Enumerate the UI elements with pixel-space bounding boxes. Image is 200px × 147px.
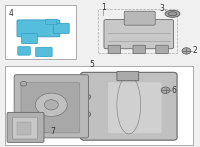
- Bar: [98, 9, 177, 53]
- Text: 1: 1: [101, 3, 106, 12]
- Ellipse shape: [165, 10, 180, 17]
- Text: 6: 6: [172, 86, 176, 95]
- Text: 3: 3: [160, 4, 165, 13]
- FancyBboxPatch shape: [108, 82, 162, 133]
- Circle shape: [35, 93, 67, 116]
- Circle shape: [44, 100, 58, 110]
- Text: 4: 4: [9, 9, 14, 18]
- Bar: [5, 5, 76, 59]
- FancyBboxPatch shape: [124, 11, 155, 25]
- Text: 7: 7: [50, 127, 55, 136]
- Polygon shape: [17, 122, 31, 135]
- FancyBboxPatch shape: [108, 45, 121, 54]
- Circle shape: [84, 94, 91, 99]
- FancyBboxPatch shape: [133, 45, 145, 54]
- FancyBboxPatch shape: [46, 19, 57, 24]
- FancyBboxPatch shape: [13, 117, 37, 139]
- FancyBboxPatch shape: [36, 47, 52, 57]
- FancyBboxPatch shape: [18, 47, 30, 55]
- FancyBboxPatch shape: [81, 72, 177, 140]
- Ellipse shape: [168, 12, 177, 16]
- Circle shape: [20, 81, 27, 86]
- Text: 5: 5: [90, 60, 94, 69]
- Circle shape: [161, 87, 170, 93]
- FancyBboxPatch shape: [156, 45, 168, 54]
- Text: 2: 2: [192, 46, 197, 55]
- FancyBboxPatch shape: [104, 20, 173, 49]
- FancyBboxPatch shape: [7, 112, 44, 142]
- FancyBboxPatch shape: [17, 20, 60, 37]
- Circle shape: [182, 48, 191, 54]
- Circle shape: [84, 112, 91, 117]
- FancyBboxPatch shape: [22, 34, 37, 44]
- FancyBboxPatch shape: [14, 75, 88, 138]
- FancyBboxPatch shape: [21, 82, 80, 133]
- FancyBboxPatch shape: [53, 23, 69, 34]
- Bar: [5, 66, 193, 145]
- FancyBboxPatch shape: [117, 71, 139, 81]
